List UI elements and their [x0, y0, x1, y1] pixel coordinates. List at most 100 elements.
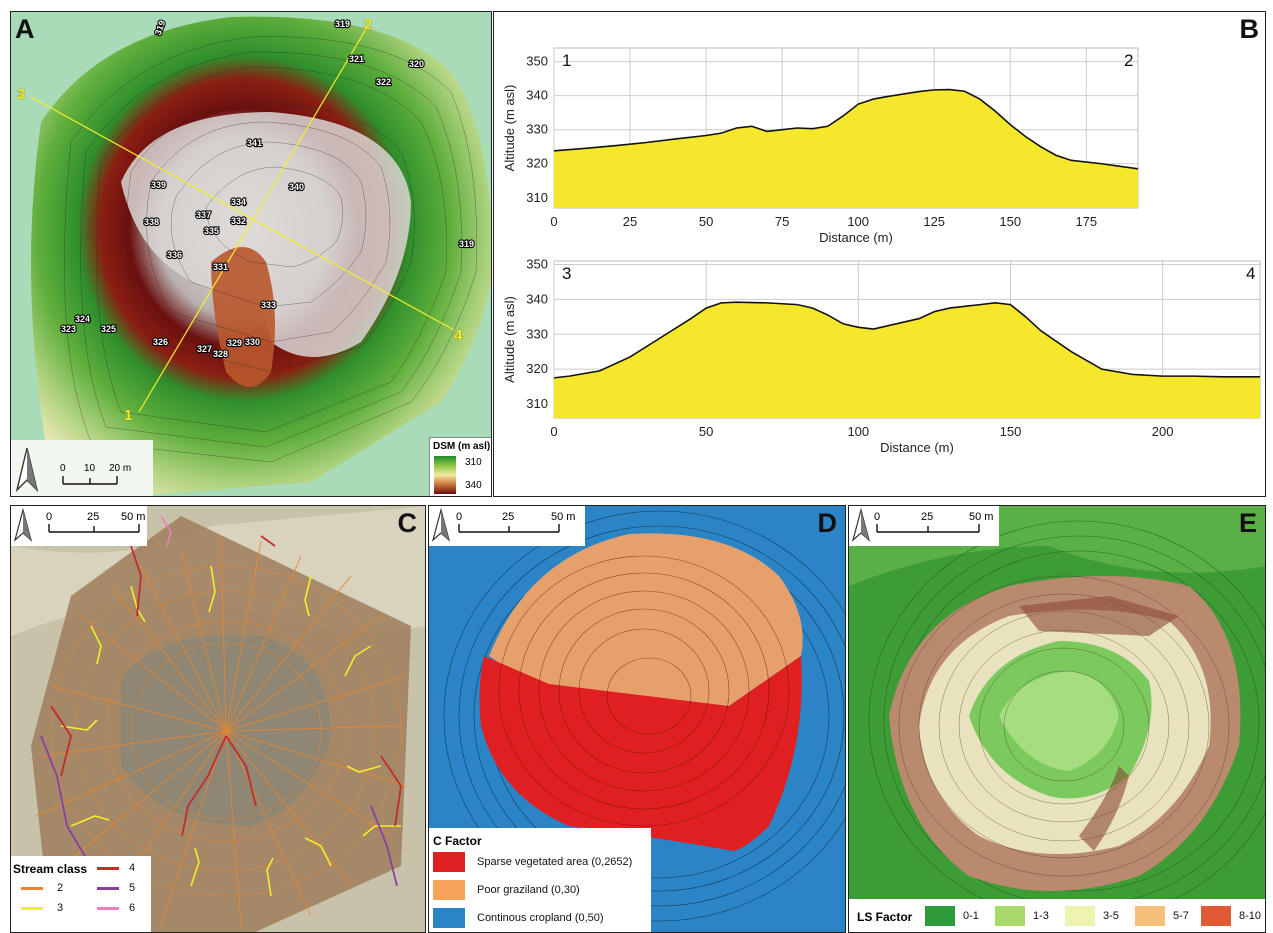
x-tick-label: 125 — [923, 214, 945, 229]
y-tick-label: 340 — [526, 291, 548, 306]
stream-class-legend: Stream class 2 3 4 5 6 — [11, 856, 151, 932]
lsfactor-legend-item: 5-7 — [1135, 906, 1189, 926]
svg-text:50 m: 50 m — [969, 511, 993, 523]
lsfactor-legend-item: 8-10 — [1201, 906, 1261, 926]
y-axis-title: Altitude (m asl) — [502, 296, 517, 383]
cfactor-legend-title: C Factor — [433, 834, 482, 848]
y-tick-label: 350 — [526, 54, 548, 69]
transect-label-3: 3 — [17, 86, 25, 103]
transect-3-4 — [30, 96, 455, 331]
stream-lines-class-6 — [160, 515, 172, 547]
stream-legend-title: Stream class — [13, 862, 88, 876]
stream-legend-item: 6 — [97, 902, 135, 914]
lsfactor-legend-item: 1-3 — [995, 906, 1049, 926]
svg-text:334: 334 — [231, 197, 246, 207]
cfactor-legend: C Factor Sparse vegetated area (0,2652) … — [429, 828, 651, 932]
lsfactor-legend-item: 3-5 — [1065, 906, 1119, 926]
cfactor-legend-item: Sparse vegetated area (0,2652) — [433, 852, 632, 872]
panel-a-dsm-map: 1 2 3 4 319 319 321 322 320 341 340 339 … — [10, 11, 492, 497]
stream-legend-item: 2 — [21, 882, 63, 894]
panel-letter-a: A — [15, 14, 35, 44]
stream-lines-class-4 — [50, 535, 402, 837]
lsfactor-legend-item: 0-1 — [925, 906, 979, 926]
stream-legend-item: 5 — [97, 882, 135, 894]
y-tick-label: 310 — [526, 396, 548, 411]
panel-letter-c: C — [397, 508, 418, 538]
svg-text:0: 0 — [46, 511, 52, 523]
svg-text:319: 319 — [335, 19, 350, 29]
cfactor-legend-item: Continous cropland (0,50) — [433, 908, 604, 928]
svg-text:333: 333 — [261, 300, 276, 310]
x-tick-label: 25 — [623, 214, 637, 229]
dsm-legend-min: 340 — [465, 480, 482, 491]
elevation-line — [553, 301, 1260, 379]
svg-text:324: 324 — [75, 314, 90, 324]
svg-text:25: 25 — [921, 511, 933, 523]
lsfactor-legend: LS Factor 0-1 1-3 3-5 5-7 8-10 — [849, 899, 1265, 932]
panel-b-profiles: B 310 320 330 340 350 0 25 50 75 100 125 150 175 1 2 Di… — [493, 11, 1266, 497]
x-tick-label: 175 — [1075, 214, 1097, 229]
svg-text:10: 10 — [84, 463, 96, 474]
svg-text:0: 0 — [60, 463, 66, 474]
y-tick-label: 340 — [526, 88, 548, 103]
svg-text:328: 328 — [213, 349, 228, 359]
scale-box-d: 0 25 50 m — [429, 506, 585, 546]
svg-text:329: 329 — [227, 338, 242, 348]
elevation-area — [554, 302, 1260, 418]
x-axis-title: Distance (m) — [880, 440, 954, 455]
svg-text:335: 335 — [204, 226, 219, 236]
transect-label-4: 4 — [454, 327, 463, 344]
y-tick-label: 310 — [526, 190, 548, 205]
x-tick-label: 75 — [775, 214, 789, 229]
x-tick-label: 100 — [847, 424, 869, 439]
profile-corner-left: 1 — [562, 51, 571, 70]
panel-letter-d: D — [817, 508, 838, 538]
dsm-legend-max: 310 — [465, 457, 482, 468]
dsm-color-ramp — [434, 456, 456, 494]
svg-text:327: 327 — [197, 344, 212, 354]
svg-text:321: 321 — [349, 54, 364, 64]
svg-text:332: 332 — [231, 216, 246, 226]
svg-text:322: 322 — [376, 77, 391, 87]
x-tick-label: 50 — [699, 424, 713, 439]
svg-text:337: 337 — [196, 210, 211, 220]
svg-text:0: 0 — [874, 511, 880, 523]
svg-text:50 m: 50 m — [551, 511, 575, 523]
transect-1-2 — [138, 23, 370, 413]
x-tick-label: 100 — [847, 214, 869, 229]
y-tick-label: 330 — [526, 326, 548, 341]
svg-text:319: 319 — [459, 239, 474, 249]
lsfactor-map-canvas — [849, 506, 1265, 932]
contour-lines — [64, 36, 477, 463]
profile-corner-left: 3 — [562, 264, 571, 283]
transect-label-2: 2 — [364, 16, 372, 33]
panel-e-lsfactor-map: E 0 25 50 m LS Factor 0-1 1-3 3-5 5-7 8-… — [848, 505, 1266, 933]
x-axis-title: Distance (m) — [819, 230, 893, 245]
y-tick-label: 320 — [526, 156, 548, 171]
svg-text:326: 326 — [153, 337, 168, 347]
lsfactor-legend-title: LS Factor — [857, 910, 913, 924]
y-tick-label: 330 — [526, 122, 548, 137]
cfactor-legend-item: Poor graziland (0,30) — [433, 880, 580, 900]
panel-c-streams-map: C 0 25 50 m Stream class 2 3 4 5 6 — [10, 505, 426, 933]
contour-labels: 319 319 321 322 320 341 340 339 334 337 … — [60, 18, 475, 360]
svg-text:25: 25 — [502, 511, 514, 523]
x-tick-label: 200 — [1152, 424, 1174, 439]
svg-text:340: 340 — [289, 182, 304, 192]
x-tick-label: 50 — [699, 214, 713, 229]
x-tick-label: 0 — [550, 424, 557, 439]
svg-text:323: 323 — [61, 324, 76, 334]
y-tick-label: 320 — [526, 361, 548, 376]
svg-text:331: 331 — [213, 262, 228, 272]
dsm-legend: DSM (m asl) 310 340 — [429, 437, 491, 496]
transect-label-1: 1 — [124, 407, 132, 424]
svg-text:336: 336 — [167, 250, 182, 260]
svg-text:25: 25 — [87, 511, 99, 523]
stream-legend-item: 3 — [21, 902, 63, 914]
scale-box-a: 0 10 20 m — [11, 440, 153, 496]
profile-corner-right: 4 — [1246, 264, 1255, 283]
panel-d-cfactor-map: D 0 25 50 m C Factor Sparse vegetated ar… — [428, 505, 846, 933]
y-axis-title: Altitude (m asl) — [502, 85, 517, 172]
svg-text:20 m: 20 m — [109, 463, 131, 474]
